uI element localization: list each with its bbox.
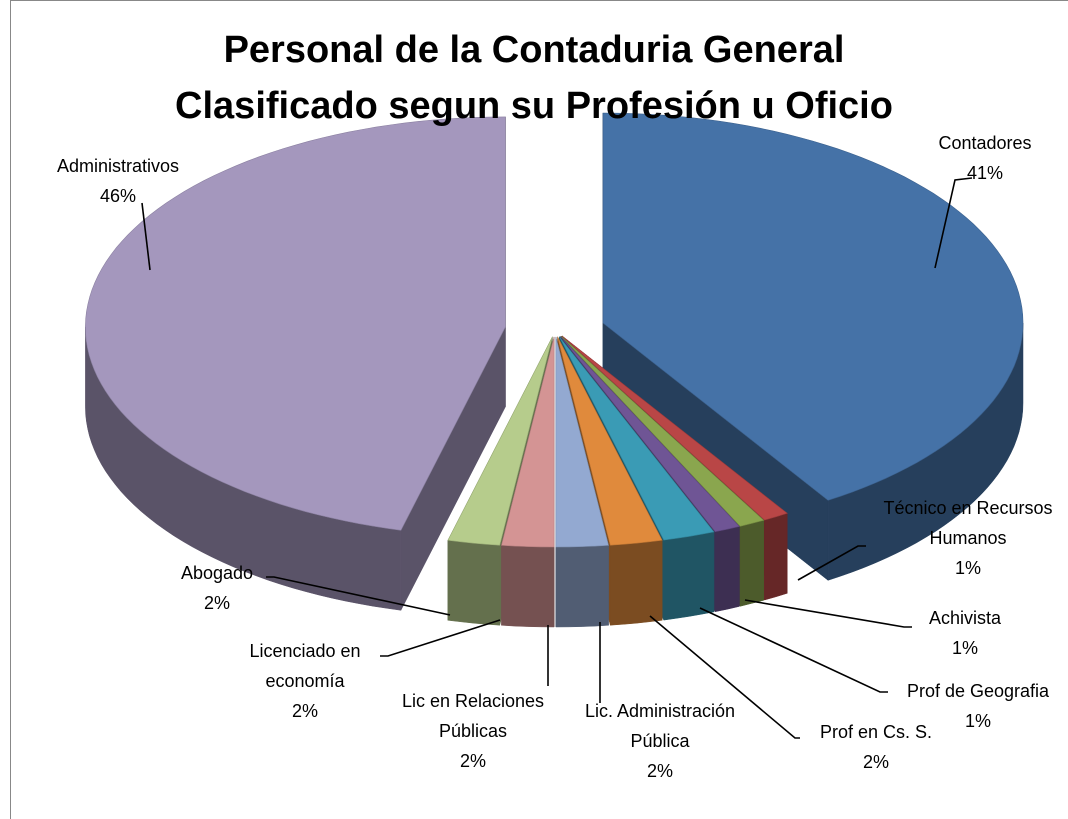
leader-line	[266, 576, 451, 616]
leader-line	[649, 615, 800, 739]
category-label: Técnico en Recursos Humanos	[883, 498, 1053, 548]
slice-side	[610, 540, 663, 626]
slice-side	[555, 545, 609, 628]
slice	[560, 336, 740, 533]
category-label: Prof en Cs. S.	[819, 722, 933, 742]
data-label: Lic. Administración Pública 2%	[560, 696, 760, 786]
slice	[561, 335, 788, 521]
leader-line	[797, 545, 866, 581]
category-label: Administrativos	[56, 156, 180, 176]
data-label: Administrativos 46%	[33, 151, 203, 211]
category-label: Prof de Geografia	[906, 681, 1050, 701]
leader-line	[744, 599, 912, 628]
slice-side	[739, 519, 764, 607]
leader-line	[141, 202, 151, 271]
slice-side	[764, 512, 788, 601]
value-label: 2%	[459, 751, 486, 771]
value-label: 2%	[291, 701, 318, 721]
leader-lines	[141, 177, 973, 739]
slice	[501, 336, 555, 548]
chart-frame	[10, 0, 1068, 819]
value-label: 1%	[951, 638, 978, 658]
slice-side	[663, 531, 715, 621]
value-label: 2%	[646, 761, 673, 781]
category-label: Abogado	[180, 563, 254, 583]
value-label: 2%	[203, 593, 230, 613]
slice-side	[714, 526, 740, 613]
data-label: Contadores 41%	[925, 128, 1045, 188]
data-label: Abogado 2%	[157, 558, 277, 618]
data-label: Prof de Geografia 1%	[883, 676, 1068, 736]
value-label: 46%	[99, 186, 137, 206]
category-label: Licenciado en economía	[249, 641, 361, 691]
data-label: Achivista 1%	[905, 603, 1025, 663]
slice	[447, 336, 553, 546]
category-label: Lic en Relaciones Públicas	[401, 691, 545, 741]
slice	[555, 336, 609, 548]
pie-tops	[85, 112, 1024, 548]
slice	[602, 112, 1024, 501]
chart-title: Personal de la Contaduria General Clasif…	[175, 29, 893, 127]
category-label: Achivista	[928, 608, 1002, 628]
slice	[557, 336, 663, 546]
value-label: 1%	[954, 558, 981, 578]
data-label: Licenciado en economía 2%	[230, 636, 380, 726]
slice-side	[501, 545, 555, 628]
leader-line	[699, 607, 888, 693]
category-label: Lic. Administración Pública	[584, 701, 736, 751]
value-label: 41%	[966, 163, 1004, 183]
slice	[561, 336, 765, 527]
data-label: Lic en Relaciones Públicas 2%	[383, 686, 563, 776]
leader-line	[934, 177, 973, 269]
data-label: Prof en Cs. S. 2%	[806, 717, 946, 777]
category-label: Contadores	[938, 133, 1032, 153]
slice	[559, 336, 715, 541]
slice-side	[447, 540, 500, 626]
leader-line	[380, 619, 501, 657]
slice	[85, 116, 506, 531]
data-label: Técnico en Recursos Humanos 1%	[868, 493, 1068, 583]
value-label: 2%	[862, 752, 889, 772]
value-label: 1%	[964, 711, 991, 731]
